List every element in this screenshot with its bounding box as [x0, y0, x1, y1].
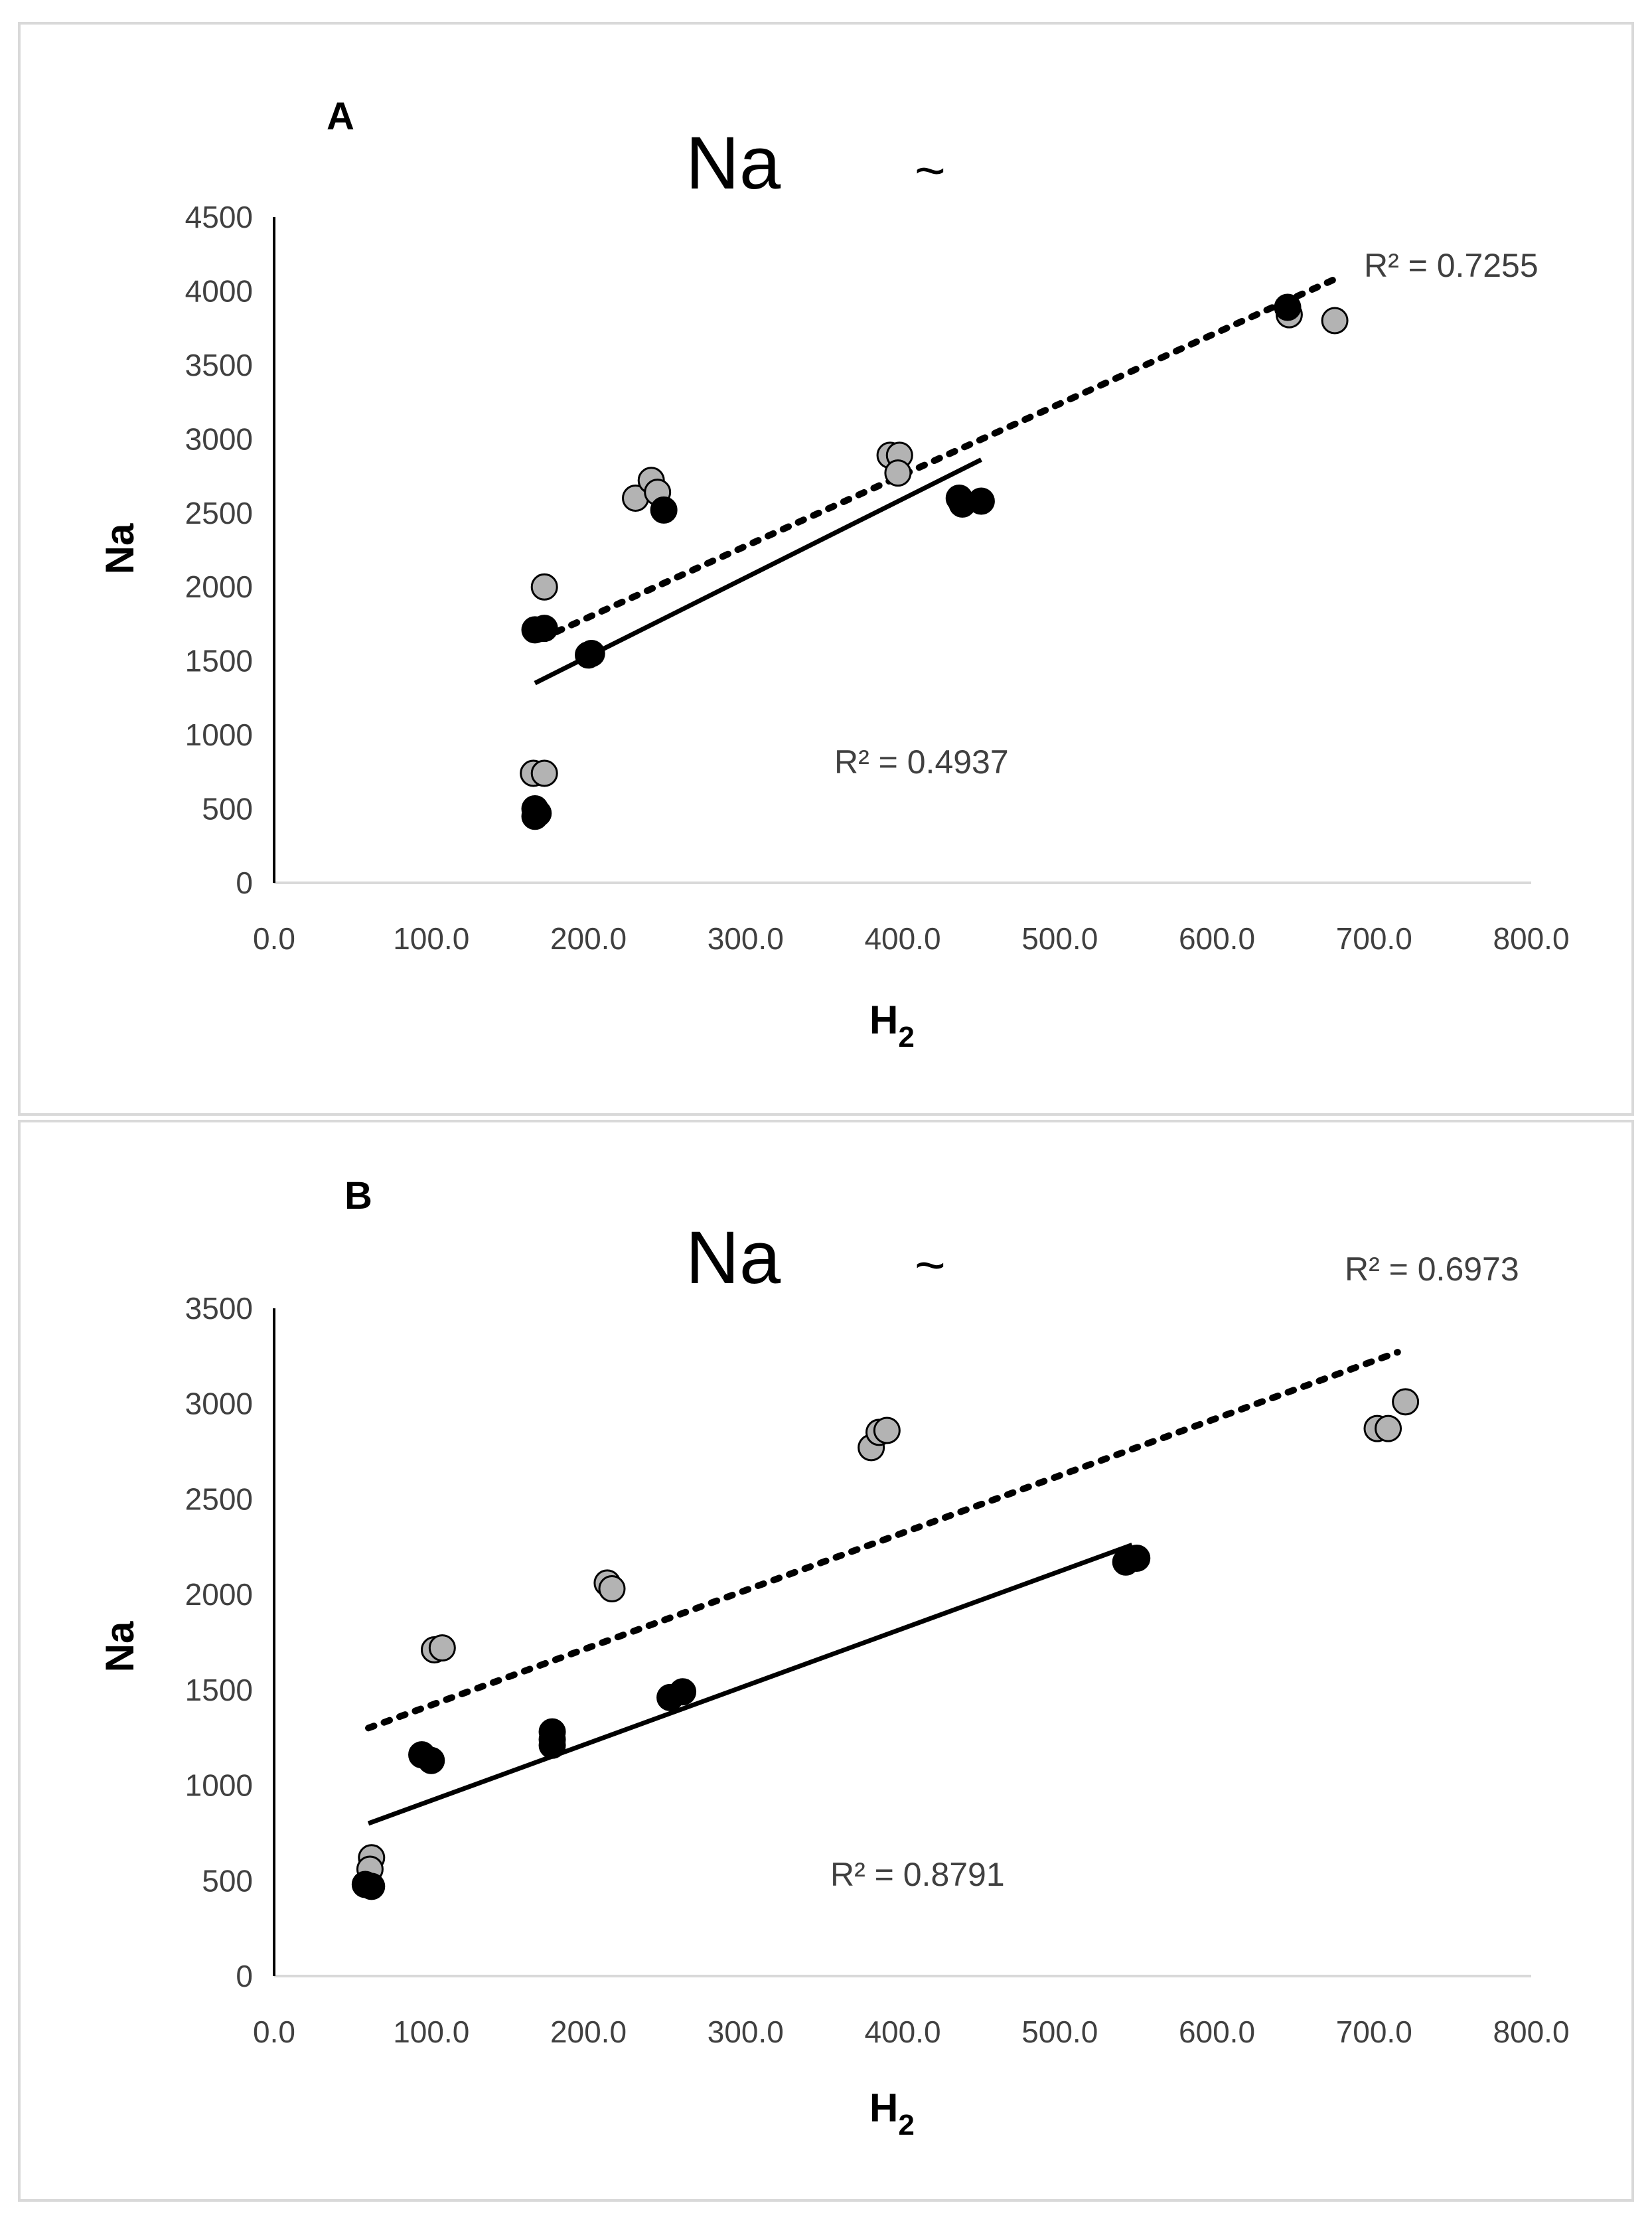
y-tick-label: 4500 [185, 200, 253, 234]
y-tick-label: 1000 [185, 718, 253, 752]
x-tick-label: 500.0 [1021, 2015, 1098, 2049]
x-tick-label: 300.0 [708, 921, 784, 956]
data-point-gray [1375, 1415, 1402, 1442]
x-tick-label: 400.0 [864, 921, 940, 956]
x-axis-subscript: 2 [898, 1021, 914, 1053]
x-tick-labels: 0.0 100.0 200.0 300.0 400.0 500.0 600.0 700.0 80… [253, 2015, 1570, 2049]
panel-b: B Na ~ 0.0 100.0 200.0 300.0 400.0 500.0 600.0… [18, 1120, 1634, 2202]
data-point-black [417, 1746, 445, 1774]
x-axis-title-text: H [869, 2086, 898, 2130]
trendline-dotted [538, 275, 1339, 643]
x-tick-label: 0.0 [253, 921, 295, 956]
y-axis-title: Na [98, 1621, 142, 1672]
x-tick-label: 800.0 [1493, 921, 1569, 956]
data-point-gray [873, 1417, 901, 1444]
x-axis-subscript: 2 [898, 2109, 914, 2141]
data-point-gray [530, 759, 558, 787]
r2-dotted-label: R² = 0.7255 [1364, 247, 1539, 284]
scatter-marks [351, 1349, 1420, 1900]
panel-label: A [327, 95, 354, 138]
y-tick-label: 3500 [185, 348, 253, 382]
x-tick-label: 200.0 [550, 2015, 627, 2049]
r2-dotted-label: R² = 0.6973 [1345, 1251, 1519, 1288]
x-tick-label: 200.0 [550, 921, 627, 956]
data-point-gray [1321, 307, 1349, 335]
x-tick-label: 0.0 [253, 2015, 295, 2049]
y-tick-label: 1500 [185, 644, 253, 678]
data-point-gray [884, 459, 912, 487]
chart-title-suffix: ~ [915, 141, 946, 200]
y-tick-label: 2500 [185, 496, 253, 530]
x-tick-label: 600.0 [1179, 921, 1255, 956]
y-tick-label: 3000 [185, 1387, 253, 1421]
data-point-black [538, 1731, 566, 1759]
chart-title-suffix: ~ [915, 1235, 946, 1294]
y-tick-label: 2000 [185, 570, 253, 604]
scatter-marks [520, 275, 1349, 830]
data-point-gray [1392, 1388, 1420, 1416]
chart-a: A Na ~ 0.0 100.0 200.0 300.0 400.0 500.0 600.0… [98, 95, 1570, 1053]
trendline-dotted [365, 1349, 1401, 1732]
x-tick-label: 300.0 [708, 2015, 784, 2049]
data-point-black [669, 1678, 697, 1706]
data-point-black [524, 799, 552, 827]
data-point-black [1123, 1545, 1151, 1572]
data-point-black [530, 615, 558, 643]
y-tick-label: 3000 [185, 421, 253, 456]
y-tick-labels: 0 500 1000 1500 2000 2500 3000 3500 4000 4500 [185, 200, 253, 900]
r2-solid-label: R² = 0.4937 [834, 743, 1009, 781]
chart-title: Na [686, 121, 781, 204]
y-tick-label: 500 [202, 792, 253, 826]
x-tick-label: 100.0 [393, 921, 469, 956]
data-point-gray [428, 1634, 456, 1662]
x-tick-labels: 0.0 100.0 200.0 300.0 400.0 500.0 600.0 700.0 80… [253, 921, 1570, 956]
trendline-solid [534, 457, 982, 686]
r2-solid-label: R² = 0.8791 [830, 1856, 1005, 1893]
y-tick-label: 1000 [185, 1768, 253, 1803]
data-point-black [358, 1873, 386, 1900]
y-tick-labels: 0 500 1000 1500 2000 2500 3000 3500 [185, 1291, 253, 1993]
trendline-solid [367, 1543, 1133, 1826]
x-tick-label: 100.0 [393, 2015, 469, 2049]
x-tick-label: 700.0 [1336, 2015, 1412, 2049]
panel-label: B [344, 1174, 372, 1217]
y-tick-label: 500 [202, 1863, 253, 1898]
x-tick-label: 500.0 [1021, 921, 1098, 956]
x-tick-label: 800.0 [1493, 2015, 1569, 2049]
y-tick-label: 3500 [185, 1291, 253, 1326]
y-tick-label: 2500 [185, 1482, 253, 1516]
data-point-black [967, 487, 995, 515]
data-point-black [577, 640, 605, 668]
chart-title: Na [686, 1216, 781, 1299]
y-tick-label: 0 [236, 1959, 253, 1993]
x-tick-label: 400.0 [864, 2015, 940, 2049]
data-point-gray [530, 573, 558, 601]
y-tick-label: 2000 [185, 1577, 253, 1612]
x-tick-label: 600.0 [1179, 2015, 1255, 2049]
data-point-black [650, 496, 678, 524]
y-tick-label: 4000 [185, 273, 253, 308]
data-point-black [1274, 293, 1302, 321]
data-point-gray [598, 1575, 626, 1603]
chart-b: B Na ~ 0.0 100.0 200.0 300.0 400.0 500.0 600.0… [98, 1174, 1570, 2141]
x-tick-label: 700.0 [1336, 921, 1412, 956]
x-axis-title: H2 [869, 2086, 915, 2141]
y-tick-label: 1500 [185, 1673, 253, 1707]
y-tick-label: 0 [236, 866, 253, 900]
x-axis-title-text: H [869, 998, 898, 1042]
x-axis-title: H2 [869, 998, 915, 1053]
panel-a: A Na ~ 0.0 100.0 200.0 300.0 400.0 500.0 600.0… [18, 22, 1634, 1116]
y-axis-title: Na [98, 523, 142, 574]
